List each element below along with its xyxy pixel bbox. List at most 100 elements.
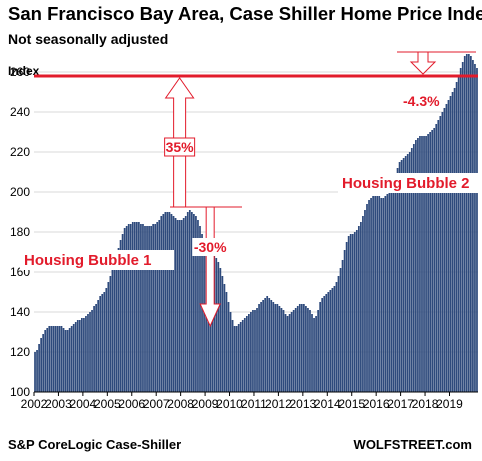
- bar: [195, 216, 197, 392]
- x-tick-label: 2012: [265, 397, 292, 411]
- bar: [40, 338, 42, 392]
- y-tick-label: 100: [10, 385, 30, 399]
- bar: [34, 352, 36, 392]
- bar: [341, 260, 344, 392]
- bubble2-label: Housing Bubble 2: [342, 175, 470, 192]
- x-tick-label: 2018: [412, 397, 439, 411]
- bar: [166, 212, 169, 392]
- bar: [317, 310, 319, 392]
- bar: [343, 250, 346, 392]
- bar: [423, 136, 425, 392]
- bar: [329, 290, 332, 392]
- x-tick-label: 2003: [45, 397, 72, 411]
- bar: [180, 220, 183, 392]
- bar: [172, 216, 175, 392]
- bar: [339, 268, 342, 392]
- bar: [296, 306, 299, 392]
- bar: [463, 56, 466, 392]
- bar: [168, 212, 171, 392]
- bar: [97, 300, 100, 392]
- bar: [140, 224, 142, 392]
- bar: [101, 294, 104, 392]
- bar: [46, 328, 49, 392]
- bar: [360, 222, 362, 392]
- bar: [74, 322, 77, 392]
- bar: [233, 326, 236, 392]
- bar: [280, 308, 283, 392]
- x-tick-label: 2009: [192, 397, 219, 411]
- bar: [95, 304, 97, 392]
- bar: [396, 168, 399, 392]
- bar: [44, 330, 47, 392]
- bar: [388, 190, 391, 392]
- bar: [278, 306, 281, 392]
- bar: [357, 226, 360, 392]
- y-tick-label: 200: [10, 185, 30, 199]
- bar: [298, 304, 301, 392]
- bar: [392, 180, 395, 392]
- bar: [48, 326, 51, 392]
- bar: [109, 276, 112, 392]
- bar: [437, 120, 440, 392]
- y-axis-label: Index: [8, 64, 40, 78]
- bar: [193, 214, 195, 392]
- bar: [459, 68, 462, 392]
- bar: [282, 310, 285, 392]
- bar: [425, 136, 427, 392]
- drop-label: -30%: [194, 239, 227, 255]
- bar: [402, 158, 405, 392]
- bar: [170, 214, 173, 392]
- bar: [99, 296, 102, 392]
- bar: [113, 264, 116, 392]
- bar: [272, 302, 275, 392]
- bar: [131, 222, 134, 392]
- bar: [294, 308, 297, 392]
- bar: [400, 160, 403, 392]
- bar: [319, 302, 322, 392]
- bar: [380, 198, 383, 392]
- bar: [351, 234, 354, 392]
- bar: [201, 234, 203, 392]
- bar: [182, 218, 185, 392]
- bar: [225, 292, 228, 392]
- bar: [190, 212, 193, 392]
- bar: [66, 330, 69, 392]
- bar: [252, 310, 254, 392]
- annotations: 35% -30% -4.3% Housing Bubble 1 Housing Bubb…: [20, 51, 482, 328]
- recent-drop-arrow: [409, 51, 437, 75]
- bar: [229, 312, 232, 392]
- bar: [80, 318, 83, 392]
- drop-arrow: [199, 206, 221, 328]
- bar: [410, 148, 413, 392]
- bar: [68, 328, 71, 392]
- bar: [276, 304, 279, 392]
- bar: [186, 212, 189, 392]
- bar: [135, 222, 138, 392]
- bar: [472, 60, 474, 392]
- bar: [427, 134, 429, 392]
- x-tick-label: 2010: [216, 397, 243, 411]
- bar: [362, 216, 364, 392]
- x-tick-label: 2013: [289, 397, 316, 411]
- x-tick-label: 2011: [241, 397, 267, 411]
- bar: [237, 324, 240, 392]
- bar: [111, 270, 114, 392]
- bar: [223, 284, 226, 392]
- bar: [266, 296, 269, 392]
- x-tick-label: 2006: [118, 397, 145, 411]
- bar: [87, 314, 89, 392]
- bar: [386, 194, 389, 392]
- bar: [150, 226, 152, 392]
- bar: [205, 248, 207, 392]
- chart-subtitle: Not seasonally adjusted: [8, 31, 169, 47]
- bar: [476, 68, 478, 392]
- bar: [451, 92, 454, 392]
- bar: [258, 304, 260, 392]
- bar: [394, 174, 397, 392]
- bar: [435, 124, 438, 392]
- bar: [323, 296, 326, 392]
- bubble2-label-bg: [338, 173, 482, 193]
- bar: [36, 350, 38, 392]
- bar: [404, 156, 407, 392]
